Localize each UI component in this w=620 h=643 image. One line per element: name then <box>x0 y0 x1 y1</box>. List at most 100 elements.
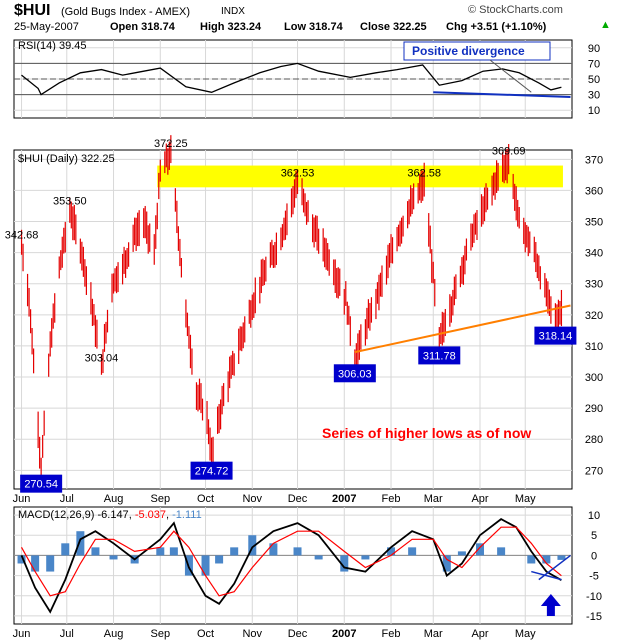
price-low-label: 270.54 <box>24 479 58 491</box>
price-x-tick-label: Feb <box>382 493 401 505</box>
price-x-tick-label: Nov <box>242 493 262 505</box>
macd-histogram-bar <box>408 547 417 556</box>
macd-separator: , <box>166 509 172 521</box>
price-x-tick-label: Jun <box>13 493 31 505</box>
price-y-tick-label: 270 <box>585 465 603 477</box>
price-high-label: 353.50 <box>53 196 87 208</box>
price-y-tick-label: 350 <box>585 217 603 229</box>
price-x-tick-label: Jul <box>60 493 74 505</box>
price-high-label: 372.25 <box>154 138 188 150</box>
macd-series-signal <box>20 526 562 597</box>
macd-histogram-bar <box>248 535 257 556</box>
macd-separator: , <box>129 509 135 521</box>
quote-date: 25-May-2007 <box>14 21 79 33</box>
price-high-label: 303.04 <box>85 353 119 365</box>
price-low-label-box <box>418 346 461 365</box>
rsi-y-tick-label: 10 <box>588 105 600 117</box>
macd-x-tick-label: Oct <box>197 628 214 640</box>
macd-histogram-bar <box>557 555 566 560</box>
price-y-tick-label: 300 <box>585 372 603 384</box>
macd-histogram-bar <box>109 555 118 560</box>
macd-histogram-bar <box>269 543 278 556</box>
macd-histogram-bar <box>46 555 55 572</box>
macd-histogram-bar <box>17 555 26 564</box>
macd-up-arrow-icon <box>540 594 561 616</box>
macd-histogram-bar <box>156 547 165 556</box>
quote-high: High 323.24 <box>200 21 262 33</box>
price-y-tick-label: 310 <box>585 341 603 353</box>
rsi-y-tick-label: 50 <box>588 74 600 86</box>
price-y-tick-label: 330 <box>585 279 603 291</box>
macd-histogram-bar <box>457 551 466 556</box>
rsi-title: RSI(14) 39.45 <box>18 40 86 52</box>
price-x-tick-label: Sep <box>150 493 170 505</box>
price-x-tick-label: 2007 <box>332 493 356 505</box>
price-x-tick-label: Mar <box>424 493 443 505</box>
price-low-label-box <box>20 474 63 493</box>
macd-histogram-bar <box>230 547 239 556</box>
price-low-label-box <box>534 326 577 345</box>
price-low-label: 311.78 <box>423 350 456 362</box>
macd-histogram-bar <box>361 555 370 560</box>
symbol-title: $HUI <box>14 2 51 19</box>
macd-x-tick-label: Jun <box>13 628 31 640</box>
rsi-divergence-trendline <box>433 91 571 98</box>
macd-y-tick-label: 5 <box>591 530 597 542</box>
price-annotation: Series of higher lows as of now <box>322 425 531 441</box>
macd-histogram-bar <box>201 555 210 576</box>
macd-x-tick-label: Apr <box>471 628 488 640</box>
price-low-label-box <box>333 364 376 383</box>
macd-y-tick-label: -15 <box>586 611 602 623</box>
macd-histogram-bar <box>169 547 178 556</box>
price-x-tick-label: Dec <box>288 493 308 505</box>
higher-lows-trendline <box>354 304 571 354</box>
macd-histogram-bar <box>314 555 323 560</box>
rsi-y-tick-label: 90 <box>588 43 600 55</box>
price-x-tick-label: May <box>515 493 536 505</box>
quote-open: Open 318.74 <box>110 21 175 33</box>
macd-histogram-bar <box>542 555 551 564</box>
rsi-annotation-pointer <box>489 59 532 93</box>
macd-y-tick-label: -10 <box>586 591 602 603</box>
macd-signal-value: -5.037 <box>135 509 166 521</box>
macd-histogram-bar <box>340 555 349 572</box>
price-high-label: 342.68 <box>5 229 39 241</box>
price-low-label: 274.72 <box>195 466 229 478</box>
rsi-annotation-text: Positive divergence <box>412 44 525 58</box>
macd-x-tick-label: Sep <box>150 628 170 640</box>
macd-histogram-bar <box>527 555 536 564</box>
price-low-label-box <box>190 461 233 480</box>
price-y-tick-label: 370 <box>585 154 603 166</box>
macd-x-tick-label: Dec <box>288 628 308 640</box>
quote-close: Close 322.25 <box>360 21 427 33</box>
rsi-y-tick-label: 70 <box>588 58 600 70</box>
price-high-label: 369.69 <box>492 145 526 157</box>
rsi-annotation-box <box>403 41 551 61</box>
resistance-band <box>157 165 563 188</box>
price-x-tick-label: Apr <box>471 493 488 505</box>
macd-histogram-bar <box>497 547 506 556</box>
macd-histogram-bar <box>387 547 396 556</box>
macd-y-tick-label: 10 <box>588 510 600 522</box>
macd-histogram-bar <box>76 531 85 556</box>
exchange-label: INDX <box>221 6 245 17</box>
copyright: © StockCharts.com <box>468 4 563 16</box>
price-x-tick-label: Aug <box>104 493 124 505</box>
price-y-tick-label: 360 <box>585 185 603 197</box>
macd-x-tick-label: Jul <box>60 628 74 640</box>
rsi-y-tick-label: 30 <box>588 90 600 102</box>
macd-x-tick-label: Aug <box>104 628 124 640</box>
macd-x-tick-label: Feb <box>382 628 401 640</box>
macd-histogram-bar <box>215 555 224 564</box>
macd-histogram-bar <box>442 555 451 572</box>
macd-y-tick-label: 0 <box>591 550 597 562</box>
rsi-line <box>21 62 562 96</box>
macd-histogram-bar <box>476 543 485 556</box>
price-y-tick-label: 290 <box>585 403 603 415</box>
macd-title: MACD(12,26,9) -6.147, -5.037, -1.111 <box>18 509 202 521</box>
macd-x-tick-label: Nov <box>242 628 262 640</box>
macd-histogram-bar <box>31 555 40 572</box>
macd-y-tick-label: -5 <box>589 571 599 583</box>
price-x-tick-label: Oct <box>197 493 214 505</box>
change-up-icon: ▲ <box>600 19 611 31</box>
